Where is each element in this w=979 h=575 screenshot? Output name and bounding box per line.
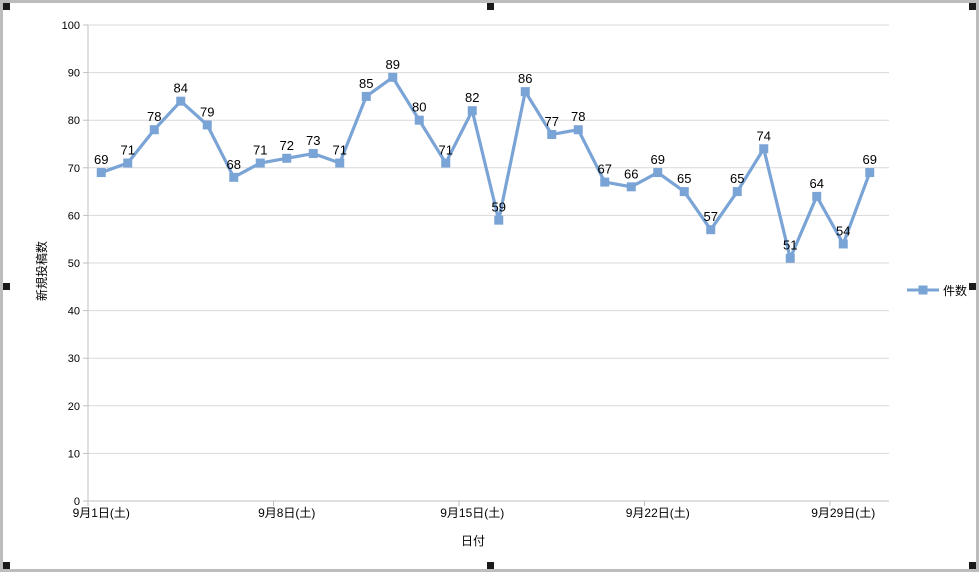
data-point-marker[interactable] — [282, 153, 292, 163]
data-point-marker[interactable] — [96, 168, 106, 178]
data-point-label: 71 — [333, 143, 347, 158]
selection-handle-top-middle[interactable] — [487, 3, 494, 10]
data-point-marker[interactable] — [255, 158, 265, 168]
data-point-marker[interactable] — [176, 96, 186, 106]
data-point-marker[interactable] — [308, 149, 318, 159]
data-point-marker[interactable] — [229, 172, 239, 182]
data-point-label: 65 — [677, 171, 691, 186]
selection-handle-top-right[interactable] — [969, 3, 976, 10]
x-tick-label: 9月29日(土) — [811, 506, 875, 520]
data-point-label: 64 — [810, 176, 824, 191]
data-point-label: 78 — [147, 109, 161, 124]
data-point-marker[interactable] — [653, 168, 663, 178]
data-point-label: 69 — [94, 152, 108, 167]
x-tick-label: 9月22日(土) — [626, 506, 690, 520]
data-point-marker[interactable] — [202, 120, 212, 130]
data-point-marker[interactable] — [732, 187, 742, 197]
x-tick-label: 9月8日(土) — [258, 506, 315, 520]
y-tick-label: 50 — [68, 258, 80, 270]
data-point-label: 82 — [465, 90, 479, 105]
data-point-marker[interactable] — [679, 187, 689, 197]
x-tick-label: 9月15日(土) — [440, 506, 504, 520]
data-point-label: 57 — [704, 209, 718, 224]
data-point-marker[interactable] — [600, 177, 610, 187]
data-point-label: 69 — [863, 152, 877, 167]
data-point-label: 79 — [200, 104, 214, 119]
y-tick-label: 60 — [68, 210, 80, 222]
data-point-marker[interactable] — [467, 106, 477, 116]
data-point-marker[interactable] — [441, 158, 451, 168]
data-point-label: 54 — [836, 223, 850, 238]
data-point-label: 77 — [545, 114, 559, 129]
data-point-marker[interactable] — [573, 125, 583, 135]
selection-handle-top-left[interactable] — [3, 3, 10, 10]
data-point-marker[interactable] — [785, 253, 795, 263]
data-point-label: 69 — [651, 152, 665, 167]
data-point-label: 67 — [598, 162, 612, 177]
data-point-label: 78 — [571, 109, 585, 124]
data-point-label: 71 — [121, 143, 135, 158]
legend-series-marker-icon — [907, 285, 939, 295]
data-point-label: 86 — [518, 71, 532, 86]
y-tick-label: 20 — [68, 401, 80, 413]
data-point-label: 85 — [359, 76, 373, 91]
selection-handle-bottom-middle[interactable] — [487, 562, 494, 569]
data-point-marker[interactable] — [759, 144, 769, 154]
data-point-marker[interactable] — [520, 87, 530, 97]
data-point-label: 74 — [757, 128, 771, 143]
y-tick-label: 100 — [62, 20, 80, 32]
data-point-label: 68 — [227, 157, 241, 172]
data-point-label: 71 — [439, 143, 453, 158]
data-point-marker[interactable] — [123, 158, 133, 168]
x-tick-label: 9月1日(土) — [73, 506, 130, 520]
data-point-label: 89 — [386, 57, 400, 72]
y-tick-label: 10 — [68, 448, 80, 460]
y-tick-label: 80 — [68, 115, 80, 127]
y-tick-label: 0 — [74, 496, 80, 508]
y-tick-label: 70 — [68, 163, 80, 175]
data-point-label: 72 — [280, 138, 294, 153]
data-point-label: 71 — [253, 143, 267, 158]
data-point-label: 51 — [783, 238, 797, 253]
data-point-marker[interactable] — [706, 225, 716, 235]
data-point-marker[interactable] — [361, 91, 371, 101]
data-point-marker[interactable] — [547, 129, 557, 139]
legend-series-label: 件数 — [943, 283, 968, 298]
data-point-marker[interactable] — [388, 72, 398, 82]
y-tick-label: 40 — [68, 306, 80, 318]
data-point-label: 66 — [624, 166, 638, 181]
selection-handle-middle-left[interactable] — [3, 283, 10, 290]
y-tick-label: 30 — [68, 353, 80, 365]
selection-handle-middle-right[interactable] — [969, 283, 976, 290]
data-point-label: 73 — [306, 133, 320, 148]
data-point-marker[interactable] — [414, 115, 424, 125]
series-line[interactable] — [99, 75, 872, 260]
data-point-marker[interactable] — [335, 158, 345, 168]
selection-handle-bottom-left[interactable] — [3, 562, 10, 569]
data-point-marker[interactable] — [149, 125, 159, 135]
line-chart-plot: 0 10 20 30 40 50 60 70 80 90 100 9月1日(土) 9月8日(土) 9月15… — [62, 20, 889, 520]
data-point-marker[interactable] — [626, 182, 636, 192]
y-tick-label: 90 — [68, 68, 80, 80]
data-point-marker[interactable] — [865, 168, 875, 178]
data-point-label: 80 — [412, 100, 426, 115]
data-point-label: 84 — [174, 81, 188, 96]
data-point-marker[interactable] — [838, 239, 848, 249]
selection-handle-bottom-right[interactable] — [969, 562, 976, 569]
data-point-label: 65 — [730, 171, 744, 186]
data-point-marker[interactable] — [812, 191, 822, 201]
legend[interactable]: 件数 — [906, 282, 967, 298]
data-point-marker[interactable] — [494, 215, 504, 225]
x-axis-title: 日付 — [460, 534, 485, 548]
y-axis-title: 新規投稿数 — [35, 241, 49, 302]
data-point-label: 59 — [492, 200, 506, 215]
